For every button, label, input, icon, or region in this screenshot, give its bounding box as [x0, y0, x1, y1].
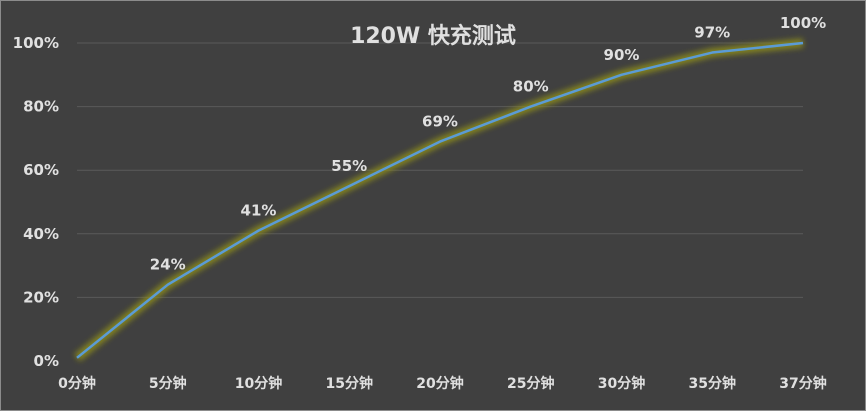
series-line [74, 38, 804, 362]
y-tick-label: 40% [23, 225, 59, 243]
data-label: 55% [331, 157, 367, 175]
chart-title: 120W 快充测试 [350, 23, 516, 49]
series-line-path [76, 41, 804, 359]
x-tick-label: 15分钟 [326, 375, 373, 392]
data-labels: 24% 41% 55% 69% 80% 90% 97% 100% [150, 14, 826, 274]
y-tick-label: 60% [23, 161, 59, 179]
x-tick-label: 30分钟 [598, 375, 645, 392]
data-label: 80% [513, 78, 549, 96]
data-label: 69% [422, 113, 458, 131]
x-tick-label: 10分钟 [235, 375, 282, 392]
x-tick-label: 25分钟 [507, 375, 554, 392]
x-tick-label: 37分钟 [779, 375, 826, 392]
data-label: 97% [694, 24, 730, 42]
data-label: 41% [241, 202, 277, 220]
x-tick-label: 20分钟 [416, 375, 463, 392]
data-label: 90% [604, 46, 640, 64]
data-label: 100% [780, 14, 826, 32]
series-line-glow [74, 38, 804, 362]
gridlines [77, 42, 803, 298]
x-axis-ticks: 0分钟 5分钟 10分钟 15分钟 20分钟 25分钟 30分钟 35分钟 37分钟 [58, 375, 827, 392]
y-tick-label: 100% [13, 34, 59, 52]
y-tick-label: 80% [23, 98, 59, 116]
x-tick-label: 5分钟 [149, 375, 187, 392]
y-tick-label: 0% [34, 352, 59, 370]
x-tick-label: 0分钟 [58, 375, 96, 392]
data-label: 24% [150, 256, 186, 274]
y-tick-label: 20% [23, 288, 59, 306]
y-axis-ticks: 0% 20% 40% 60% 80% 100% [13, 34, 59, 370]
x-tick-label: 35分钟 [689, 375, 736, 392]
